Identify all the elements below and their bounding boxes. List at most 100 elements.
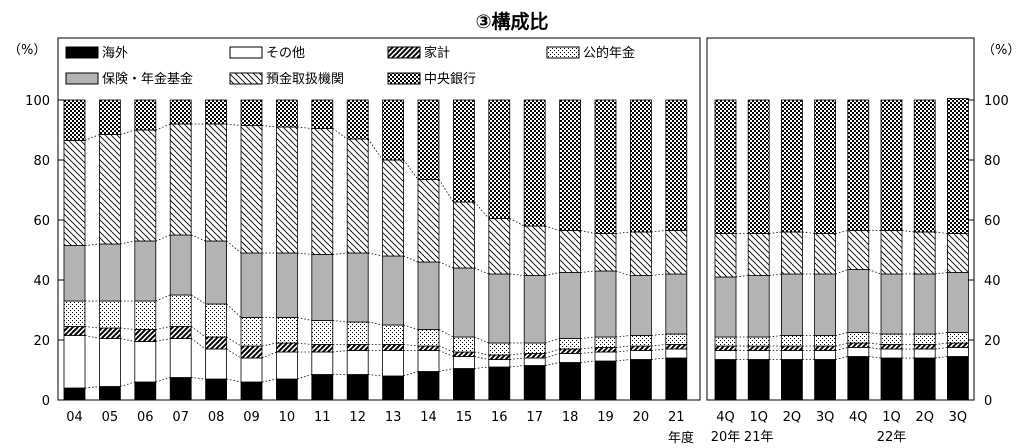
bar-segment — [913, 99, 936, 233]
connector-line — [580, 347, 596, 350]
bar-segment — [488, 359, 511, 368]
bar-segment — [382, 99, 405, 161]
connector-line — [261, 342, 277, 347]
connector-line — [651, 230, 666, 233]
bar-segment — [99, 99, 121, 135]
bar-segment — [205, 99, 228, 125]
bar-segment — [169, 326, 192, 339]
connector-line — [935, 347, 948, 350]
bar-segment — [913, 273, 936, 335]
connector-line — [545, 362, 560, 366]
bar-segment — [947, 233, 969, 273]
bar-segment — [781, 345, 803, 351]
connector-line — [474, 336, 489, 344]
bar-segment — [781, 99, 803, 233]
bar-segment — [747, 350, 770, 360]
bar-segment — [714, 359, 737, 401]
bar-segment — [714, 336, 737, 347]
legend-label: 保険・年金基金 — [102, 71, 193, 87]
bar-segment — [134, 300, 157, 330]
segment-connector-lines — [84, 123, 948, 389]
connector-line — [403, 159, 419, 180]
connector-line — [403, 344, 419, 347]
connector-line — [615, 270, 631, 276]
bar-segment — [665, 230, 688, 275]
bar-segment — [275, 378, 298, 401]
connector-line — [474, 201, 490, 219]
bar-segment — [488, 99, 511, 219]
bar-segment — [205, 240, 228, 305]
connector-line — [651, 357, 666, 360]
bar-segment — [630, 350, 652, 360]
x-tick-label: 17 — [526, 410, 543, 425]
bar-segment — [275, 99, 298, 128]
bar-segment — [346, 321, 369, 345]
bar-segment — [169, 338, 192, 378]
connector-line — [191, 234, 206, 242]
connector-line — [226, 348, 242, 359]
connector-line — [651, 348, 666, 351]
bar-segment — [240, 125, 263, 254]
bar-segment — [63, 300, 86, 327]
bar-segment — [382, 344, 405, 351]
year-label: 21年 — [744, 430, 774, 445]
bar-segment — [205, 123, 228, 242]
connector-line — [438, 179, 454, 203]
connector-line — [368, 321, 383, 326]
connector-line — [651, 273, 666, 276]
legend-swatch — [229, 72, 263, 85]
connector-line — [261, 351, 277, 359]
bar-segment — [880, 230, 903, 275]
bar-segment — [781, 350, 803, 360]
x-tick-label: 12 — [349, 410, 366, 425]
connector-line — [615, 359, 631, 362]
bar-segment — [311, 374, 334, 401]
bar-segment — [847, 342, 870, 348]
connector-line — [580, 360, 596, 363]
connector-line — [403, 324, 419, 330]
connector-line — [155, 377, 171, 383]
connector-line — [226, 123, 242, 126]
connector-line — [226, 336, 242, 347]
bar-segment — [880, 348, 903, 359]
bar-segment — [275, 252, 298, 318]
x-tick-label: 3Q — [816, 410, 835, 425]
bar-segment — [63, 99, 86, 141]
bar-segment — [814, 233, 836, 275]
bar-segment — [630, 335, 652, 347]
bar-segment — [594, 351, 617, 362]
y-tick-label-right: 40 — [984, 274, 1001, 289]
connector-line — [868, 269, 882, 275]
connector-line — [509, 365, 525, 368]
bar-segment — [781, 359, 803, 401]
bar-segment — [205, 303, 228, 338]
bar-segment — [847, 332, 870, 344]
connector-line — [509, 218, 525, 227]
bar-segment — [169, 377, 192, 401]
y-tick-label-left: 80 — [33, 154, 50, 169]
bar-segment — [523, 99, 546, 227]
bar-segment — [488, 218, 511, 275]
x-tick-label: 09 — [243, 410, 260, 425]
connector-line — [368, 252, 383, 257]
bar-segment — [814, 359, 836, 401]
connector-line — [332, 128, 348, 140]
x-tick-label: 3Q — [949, 410, 968, 425]
bar-segment — [714, 345, 737, 351]
bar-segment — [275, 126, 298, 254]
y-tick-label-right: 60 — [984, 214, 1001, 229]
y-axis-right: 0 20 40 60 80 100 — [968, 94, 1009, 409]
bar-segment — [814, 350, 836, 360]
x-tick-label: 11 — [314, 410, 331, 425]
bar-segment — [99, 300, 121, 329]
bar-segment — [847, 356, 870, 401]
bar-segment — [747, 275, 770, 338]
connector-line — [297, 126, 312, 129]
connector-line — [735, 275, 749, 278]
bar-segment — [169, 234, 192, 296]
bar-segment — [523, 275, 546, 344]
connector-line — [935, 332, 948, 335]
x-tick-label: 21 — [668, 410, 685, 425]
bar-segment — [99, 327, 121, 339]
y-tick-label-left: 20 — [33, 334, 50, 349]
